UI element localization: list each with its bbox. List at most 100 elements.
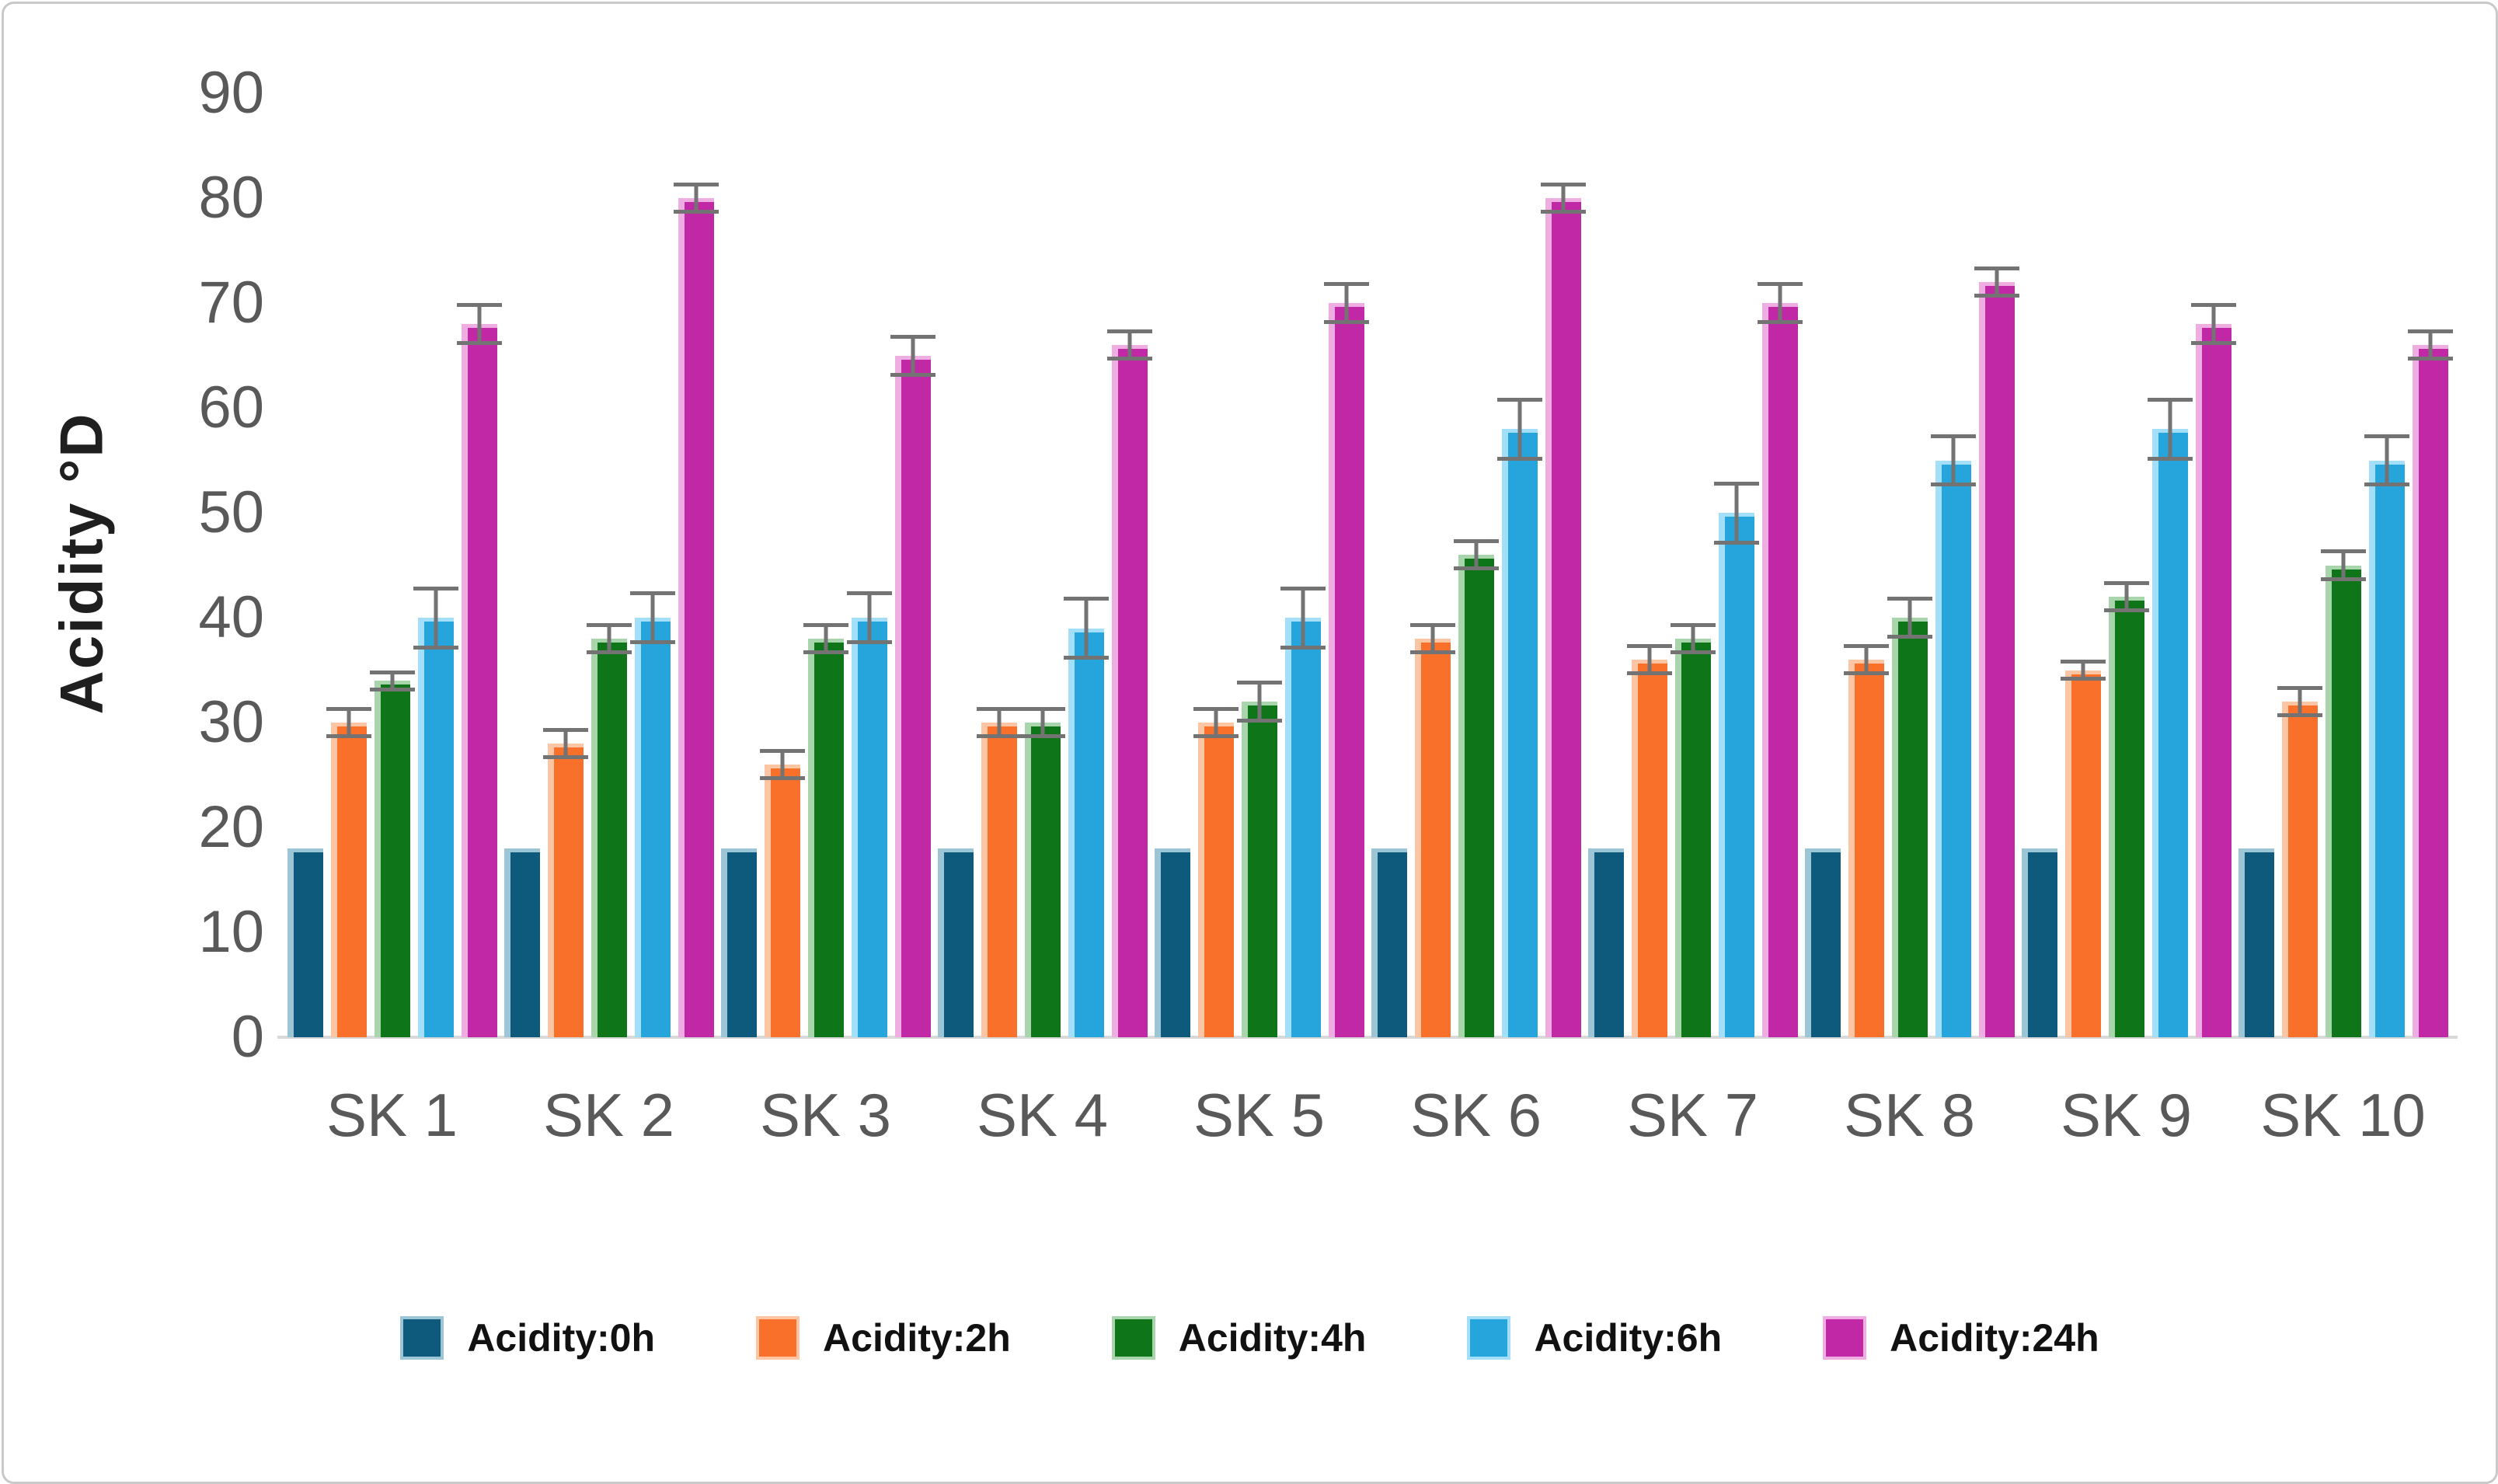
x-axis-line	[277, 1036, 2458, 1039]
error-bar-cap-top	[1409, 622, 1455, 627]
error-bar-cap-bottom	[2103, 608, 2149, 613]
error-bar-cap-bottom	[803, 650, 848, 655]
error-bar	[2364, 434, 2409, 487]
bar-acidity-4h-sk6	[1453, 538, 1499, 1037]
bar-acidity-4h-sk3	[803, 622, 848, 1037]
error-bar-cap-bottom	[1106, 357, 1152, 361]
error-bar-cap-top	[1540, 182, 1586, 186]
error-bar-vline	[1257, 681, 1261, 723]
error-bar-vline	[1127, 329, 1131, 361]
y-tick-label-90: 90	[198, 60, 264, 126]
error-bar-cap-top	[1496, 397, 1542, 402]
legend-item-acidity-2h: Acidity:2h	[756, 1315, 1011, 1360]
error-bar-cap-bottom	[1323, 320, 1369, 324]
error-bar-vline	[1214, 706, 1218, 739]
bar-acidity-2h-sk5	[1193, 706, 1239, 1037]
error-bar-cap-top	[2320, 549, 2366, 554]
bar-group-sk5	[1151, 93, 1369, 1037]
error-bar-cap-top	[2190, 303, 2236, 307]
error-bar-vline	[2211, 303, 2215, 345]
error-bar	[2060, 660, 2106, 681]
legend-item-acidity-4h: Acidity:4h	[1111, 1315, 1366, 1360]
error-bar-cap-top	[759, 748, 805, 753]
error-bar-cap-bottom	[456, 341, 502, 345]
error-bar-cap-top	[2364, 434, 2409, 438]
bar-acidity-2h-sk7	[1626, 643, 1672, 1037]
error-bar-vline	[1561, 182, 1565, 214]
y-tick-label-0: 0	[231, 1004, 264, 1070]
error-bar-cap-bottom	[2320, 577, 2366, 581]
legend-label: Acidity:0h	[467, 1316, 656, 1360]
error-bar-cap-bottom	[1063, 656, 1109, 660]
error-bar-vline	[390, 670, 394, 691]
error-bar	[1453, 538, 1499, 571]
legend-item-acidity-24h: Acidity:24h	[1823, 1315, 2099, 1360]
bar-acidity-6h-sk4	[1063, 597, 1109, 1037]
error-bar	[586, 622, 632, 655]
error-bar-cap-bottom	[1713, 540, 1759, 545]
legend-label: Acidity:6h	[1534, 1316, 1723, 1360]
error-bar	[1974, 266, 2019, 298]
bar-acidity-24h-sk2	[673, 182, 719, 1037]
x-tick-label-sk10: SK 10	[2260, 1081, 2426, 1149]
error-bar	[759, 748, 805, 781]
error-bar	[2103, 580, 2149, 613]
bar-acidity-4h-sk7	[1670, 622, 1716, 1037]
error-bar-vline	[1778, 282, 1782, 324]
error-bar-cap-bottom	[369, 687, 415, 691]
error-bar-cap-top	[803, 622, 848, 627]
x-tick-label-sk9: SK 9	[2060, 1081, 2193, 1149]
bar-acidity-6h-sk8	[1930, 434, 1976, 1037]
error-bar-cap-bottom	[413, 645, 458, 650]
error-bar-cap-bottom	[1453, 566, 1499, 571]
error-bar-vline	[867, 591, 871, 644]
error-bar-cap-top	[1019, 706, 1065, 711]
error-bar-cap-top	[586, 622, 632, 627]
error-bar-cap-bottom	[846, 639, 892, 644]
error-bar	[1063, 597, 1109, 660]
legend: Acidity:0h Acidity:2h Acidity:4h Acidity:6h…	[4, 1315, 2496, 1360]
error-bar-vline	[2428, 329, 2432, 361]
bar-acidity-6h-sk2	[629, 591, 675, 1037]
error-bar	[1409, 622, 1455, 655]
error-bar	[673, 182, 719, 214]
error-bar-cap-top	[2060, 660, 2106, 664]
error-bar-vline	[1734, 481, 1738, 545]
error-bar-cap-top	[1323, 282, 1369, 286]
bar-acidity-0h-sk3	[720, 848, 757, 1037]
bar-acidity-6h-sk5	[1280, 586, 1326, 1037]
error-bar-cap-bottom	[1280, 645, 1326, 650]
error-bar-cap-bottom	[1409, 650, 1455, 655]
error-bar	[1670, 622, 1716, 655]
legend-swatch-icon	[1467, 1316, 1511, 1360]
bar-acidity-0h-sk10	[2238, 848, 2274, 1037]
error-bar-vline	[694, 182, 698, 214]
legend-swatch-icon	[756, 1316, 800, 1360]
error-bar-cap-bottom	[629, 639, 675, 644]
bar-acidity-24h-sk10	[2407, 329, 2453, 1037]
error-bar-cap-top	[2147, 397, 2193, 402]
error-bar-cap-bottom	[1236, 719, 1282, 723]
error-bar-cap-top	[1757, 282, 1803, 286]
bar-acidity-6h-sk7	[1713, 481, 1759, 1037]
error-bar	[1280, 586, 1326, 650]
bar-acidity-2h-sk9	[2060, 660, 2106, 1037]
error-bar-cap-top	[629, 591, 675, 596]
x-tick-label-sk5: SK 5	[1193, 1081, 1326, 1149]
error-bar-vline	[1907, 597, 1911, 639]
bar-acidity-4h-sk1	[369, 670, 415, 1037]
error-bar-vline	[2385, 434, 2388, 487]
legend-item-acidity-0h: Acidity:0h	[400, 1315, 655, 1360]
error-bar	[1713, 481, 1759, 545]
error-bar-vline	[1301, 586, 1305, 650]
error-bar-vline	[1864, 643, 1868, 676]
error-bar	[326, 706, 371, 739]
error-bar-cap-bottom	[1626, 671, 1672, 676]
x-tick-label-sk2: SK 2	[542, 1081, 675, 1149]
bar-groups	[284, 93, 2453, 1037]
error-bar-cap-top	[1974, 266, 2019, 270]
error-bar-cap-bottom	[759, 776, 805, 781]
bar-acidity-0h-sk1	[287, 848, 323, 1037]
error-bar-vline	[347, 706, 350, 739]
error-bar	[413, 586, 458, 650]
